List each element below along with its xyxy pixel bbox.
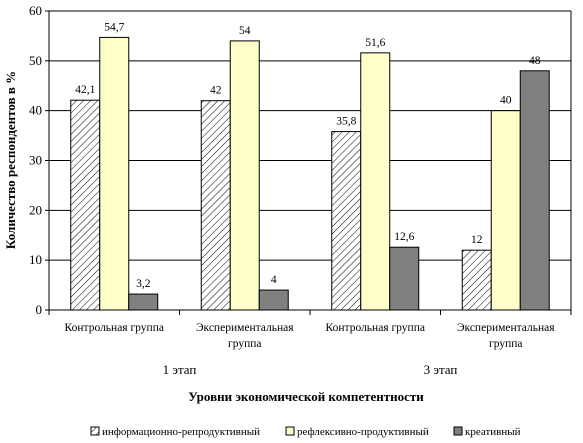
bar xyxy=(389,246,420,311)
bar xyxy=(200,100,231,311)
data-label: 54 xyxy=(239,25,251,37)
category-label: Контрольная группа xyxy=(326,322,425,334)
stage-label: 3 этап xyxy=(424,362,458,377)
y-tick-label: 40 xyxy=(29,103,42,118)
category-label: Экспериментальная xyxy=(457,322,555,334)
bar xyxy=(331,131,362,311)
category-labels: Контрольная группа Экспериментальная групп… xyxy=(65,322,556,377)
legend-swatch xyxy=(453,426,463,436)
category-label: Экспериментальная xyxy=(196,322,294,334)
legend-swatch xyxy=(90,426,100,436)
data-label: 3,2 xyxy=(136,278,151,290)
data-label: 42,1 xyxy=(75,84,95,96)
bar xyxy=(519,70,550,311)
category-label: группа xyxy=(228,338,261,350)
bar xyxy=(461,249,492,311)
legend-label: креативный xyxy=(465,426,521,438)
category-label: группа xyxy=(489,338,522,350)
data-label: 12,6 xyxy=(394,231,414,243)
x-axis-title: Уровни экономической компетентности xyxy=(188,389,424,404)
bar xyxy=(229,40,260,311)
data-label: 51,6 xyxy=(365,37,385,49)
legend-label: рефлексивно-продуктивный xyxy=(297,426,429,438)
y-axis-title: Количество респондентов в % xyxy=(3,71,18,249)
legend-label: информационно-репродуктивный xyxy=(102,426,260,438)
legend: информационно-репродуктивный рефлексивно-… xyxy=(90,426,521,438)
data-label: 48 xyxy=(529,55,541,67)
bar xyxy=(258,289,289,311)
bar xyxy=(99,36,130,311)
bars xyxy=(70,36,550,311)
data-label: 40 xyxy=(500,95,512,107)
bar xyxy=(490,110,521,311)
bar xyxy=(360,52,391,311)
data-label: 35,8 xyxy=(336,116,356,128)
data-label: 12 xyxy=(471,234,483,246)
y-tick-label: 60 xyxy=(29,3,42,18)
data-label: 54,7 xyxy=(104,21,124,33)
y-tick-label: 50 xyxy=(29,53,42,68)
y-tick-label: 10 xyxy=(29,252,42,267)
bar xyxy=(128,293,159,311)
bar xyxy=(70,99,101,311)
data-labels: 42,1 54,7 3,2 42 54 4 35,8 51,6 12,6 12 40 48 xyxy=(75,21,541,290)
legend-swatch xyxy=(285,426,295,436)
category-label: Контрольная группа xyxy=(65,322,164,334)
data-label: 42 xyxy=(210,85,222,97)
stage-label: 1 этап xyxy=(163,362,197,377)
y-tick-label: 0 xyxy=(36,302,43,317)
y-tick-label: 30 xyxy=(29,153,42,168)
y-tick-label: 20 xyxy=(29,202,42,217)
data-label: 4 xyxy=(271,274,277,286)
